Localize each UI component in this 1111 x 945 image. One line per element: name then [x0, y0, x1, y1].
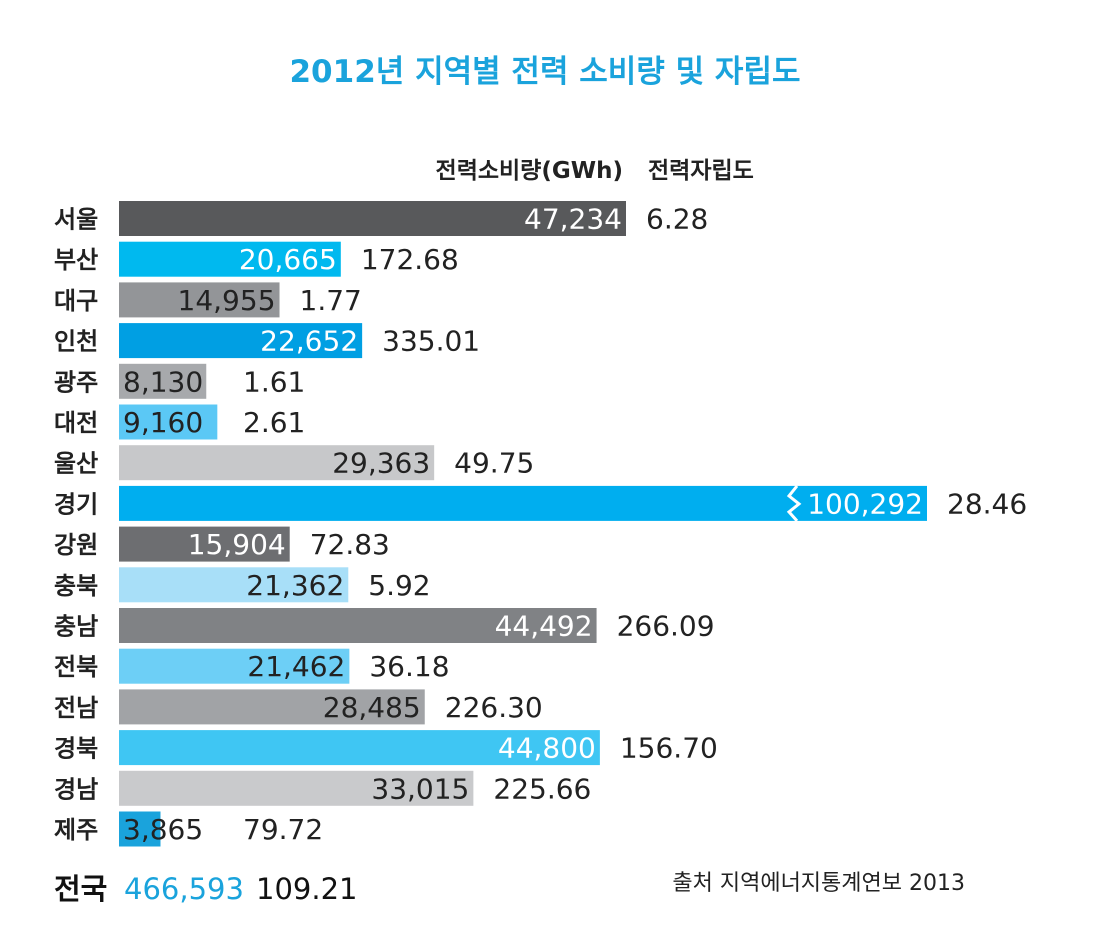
ratio-header: 전력자립도 [648, 158, 754, 184]
ratio-value: 36.18 [369, 650, 449, 683]
region-label: 경북 [54, 735, 98, 763]
ratio-value: 225.66 [493, 772, 591, 805]
ratio-value: 72.83 [310, 528, 390, 561]
ratio-value: 266.09 [617, 610, 715, 643]
axis-break-mark [786, 484, 802, 522]
consumption-value: 33,015 [371, 772, 469, 805]
region-label: 광주 [54, 368, 98, 396]
consumption-bar [119, 648, 350, 684]
region-label: 전남 [54, 694, 98, 722]
consumption-value: 22,652 [260, 325, 358, 358]
consumption-value: 28,485 [323, 691, 421, 724]
source-note: 출처 지역에너지통계연보 2013 [672, 871, 965, 896]
region-label: 서울 [54, 206, 98, 234]
region-label: 충남 [54, 613, 98, 641]
consumption-bar [119, 201, 626, 236]
ratio-value: 2.61 [243, 406, 305, 439]
consumption-value: 44,800 [498, 732, 596, 765]
consumption-bar [119, 485, 927, 521]
consumption-bar [119, 811, 161, 847]
region-label: 제주 [54, 816, 98, 844]
region-label: 충북 [54, 572, 98, 600]
consumption-bar [119, 567, 349, 603]
consumption-bar [119, 445, 435, 481]
consumption-bar [119, 770, 474, 806]
consumption-value: 47,234 [524, 203, 622, 236]
region-label: 부산 [54, 246, 98, 274]
consumption-value: 9,160 [123, 406, 203, 439]
ratio-value: 49.75 [454, 447, 534, 480]
consumption-bar [119, 526, 290, 562]
ratio-value: 226.30 [445, 691, 543, 724]
consumption-bar [119, 323, 363, 359]
region-label: 대전 [54, 409, 98, 437]
region-label: 울산 [54, 450, 98, 478]
consumption-value: 3,865 [123, 813, 203, 846]
consumption-value: 21,462 [247, 650, 345, 683]
region-label: 대구 [54, 287, 98, 315]
consumption-bar [119, 689, 425, 725]
consumption-bar [119, 241, 341, 277]
total-value: 466,593 [124, 872, 244, 906]
consumption-value: 21,362 [246, 569, 344, 602]
consumption-value: 20,665 [239, 243, 337, 276]
ratio-value: 1.77 [300, 284, 362, 317]
consumption-bar [119, 404, 218, 440]
consumption-value: 44,492 [495, 610, 593, 643]
consumption-bar [119, 730, 600, 766]
consumption-value: 8,130 [123, 365, 203, 398]
ratio-value: 335.01 [382, 325, 480, 358]
consumption-value: 100,292 [807, 487, 923, 520]
region-label: 경남 [54, 775, 98, 803]
consumption-value: 14,955 [178, 284, 276, 317]
total-ratio: 109.21 [256, 872, 357, 906]
region-label: 경기 [54, 490, 98, 518]
region-label: 전북 [54, 653, 98, 681]
consumption-bar [119, 608, 597, 643]
ratio-value: 5.92 [368, 569, 430, 602]
ratio-value: 6.28 [646, 203, 708, 236]
bar-rows: 서울 47,234 6.28 부산 20,665 172.68 대구 14,955 1.77 인천… [54, 201, 1027, 847]
ratio-value: 172.68 [361, 243, 459, 276]
ratio-value: 79.72 [243, 813, 323, 846]
total-label: 전국 [54, 872, 107, 906]
consumption-bar [119, 363, 207, 399]
ratio-value: 156.70 [620, 732, 718, 765]
ratio-value: 28.46 [947, 487, 1027, 520]
consumption-value: 29,363 [332, 447, 430, 480]
chart-title: 2012년 지역별 전력 소비량 및 자립도 [289, 54, 800, 90]
consumption-header: 전력소비량(GWh) [436, 158, 623, 184]
region-label: 인천 [54, 328, 98, 356]
consumption-bar [119, 282, 280, 318]
region-label: 강원 [54, 531, 98, 559]
ratio-value: 1.61 [243, 365, 305, 398]
consumption-value: 15,904 [188, 528, 286, 561]
